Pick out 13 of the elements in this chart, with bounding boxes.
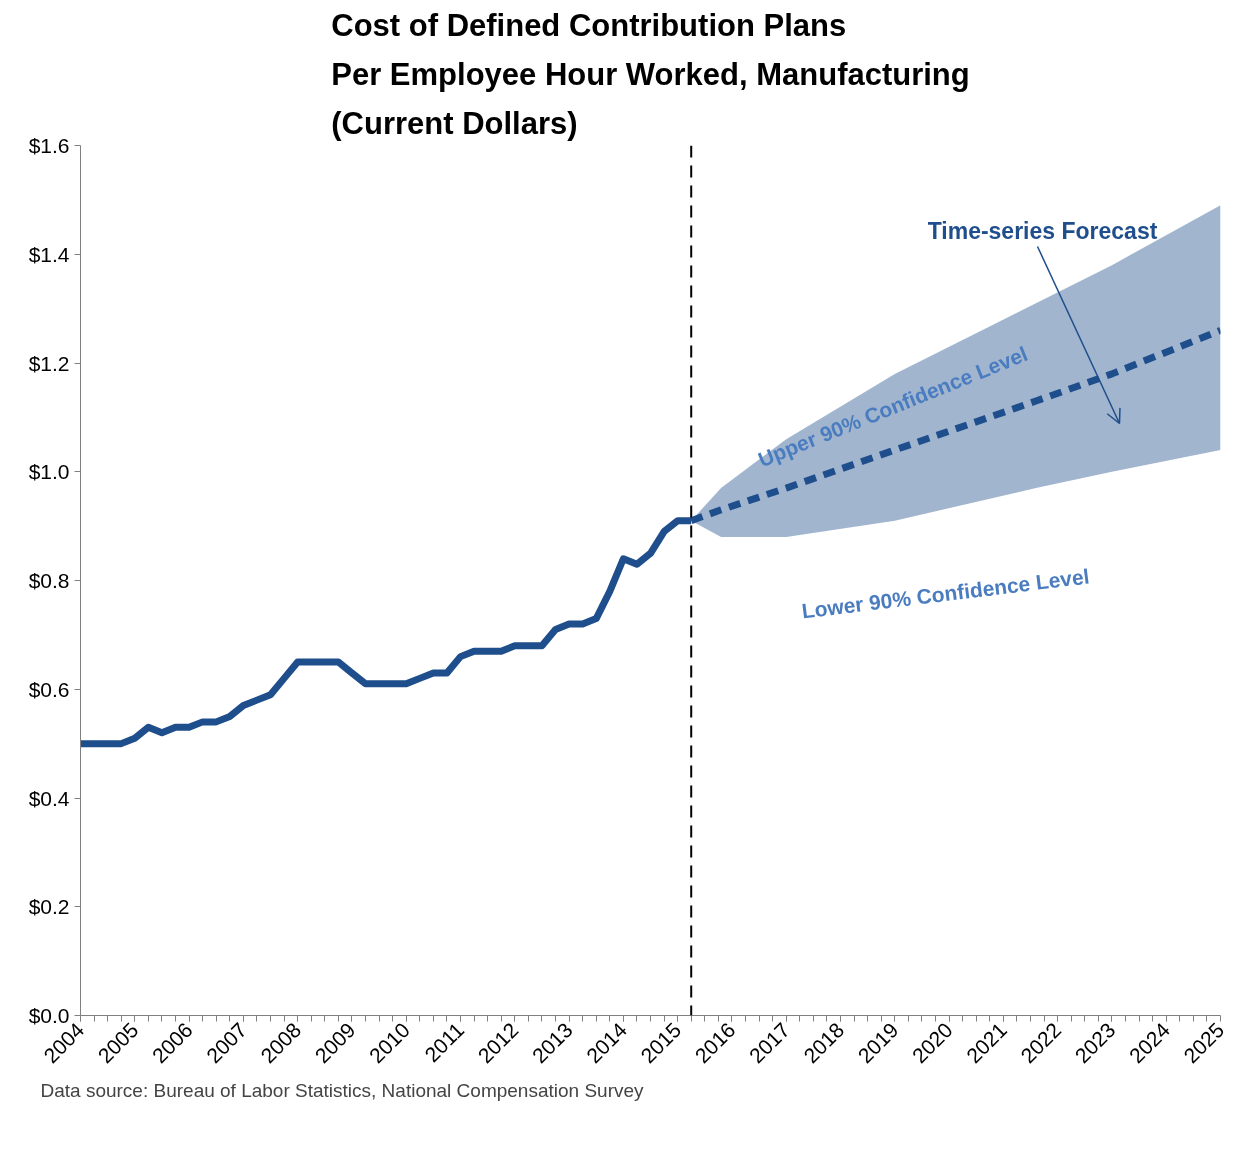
y-tick-label: $0.0 <box>28 1004 70 1027</box>
y-tick-label: $0.8 <box>28 569 70 592</box>
chart-title: Cost of Defined Contribution Plans Per Employee Hour Worked, Manufacturing (Current Dollars) <box>331 7 970 141</box>
y-tick-label: $0.4 <box>28 786 70 810</box>
y-tick-label: $1.2 <box>28 351 70 375</box>
annotation: Lower 90% Confidence Level <box>800 564 1091 623</box>
y-tick-label: $1.6 <box>28 134 70 157</box>
y-tick-label: $0.2 <box>28 895 70 919</box>
y-tick-label: $0.6 <box>28 677 70 701</box>
y-tick-label: $1.4 <box>28 242 70 266</box>
annotation: Time-series Forecast <box>927 217 1158 244</box>
y-tick-label: $1.0 <box>28 460 70 484</box>
source-note: Data source: Bureau of Labor Statistics, National Compensation Survey <box>40 1079 645 1101</box>
